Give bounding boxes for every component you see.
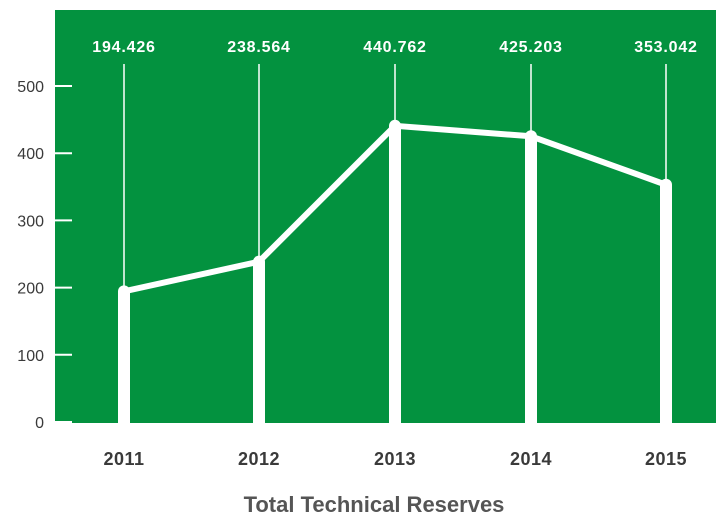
y-tick-label: 0 [35, 415, 44, 432]
plot-background [55, 10, 716, 423]
y-tick-label: 300 [17, 213, 44, 230]
data-label: 238.564 [227, 39, 290, 56]
x-tick-label: 2014 [510, 449, 552, 469]
data-point [660, 178, 672, 191]
value-post [118, 291, 130, 423]
value-post [253, 261, 265, 423]
x-tick-label: 2012 [238, 449, 280, 469]
data-label: 353.042 [634, 39, 697, 56]
value-post [525, 136, 537, 423]
data-point [118, 285, 130, 298]
y-tick-label: 100 [17, 348, 44, 365]
series-line [118, 119, 672, 298]
y-tick-label: 500 [17, 79, 44, 96]
x-tick-label: 2015 [645, 449, 687, 469]
y-tick-label: 400 [17, 146, 44, 163]
value-post [389, 125, 401, 424]
chart-title: Total Technical Reserves [244, 492, 505, 517]
data-label: 440.762 [363, 39, 426, 56]
data-point [253, 255, 265, 268]
data-point [389, 119, 401, 132]
data-label: 425.203 [499, 39, 562, 56]
data-point [525, 130, 537, 143]
drop-lines [118, 64, 672, 424]
y-tick-label: 200 [17, 281, 44, 298]
data-labels: 194.426 238.564 440.762 425.203 353.042 [92, 39, 697, 56]
x-tick-label: 2011 [103, 449, 144, 469]
value-post [660, 184, 672, 423]
x-tick-label: 2013 [374, 449, 416, 469]
y-axis: 0 100 200 300 400 500 [17, 79, 72, 432]
x-axis: 2011 2012 2013 2014 2015 [103, 449, 687, 469]
data-label: 194.426 [92, 39, 155, 56]
